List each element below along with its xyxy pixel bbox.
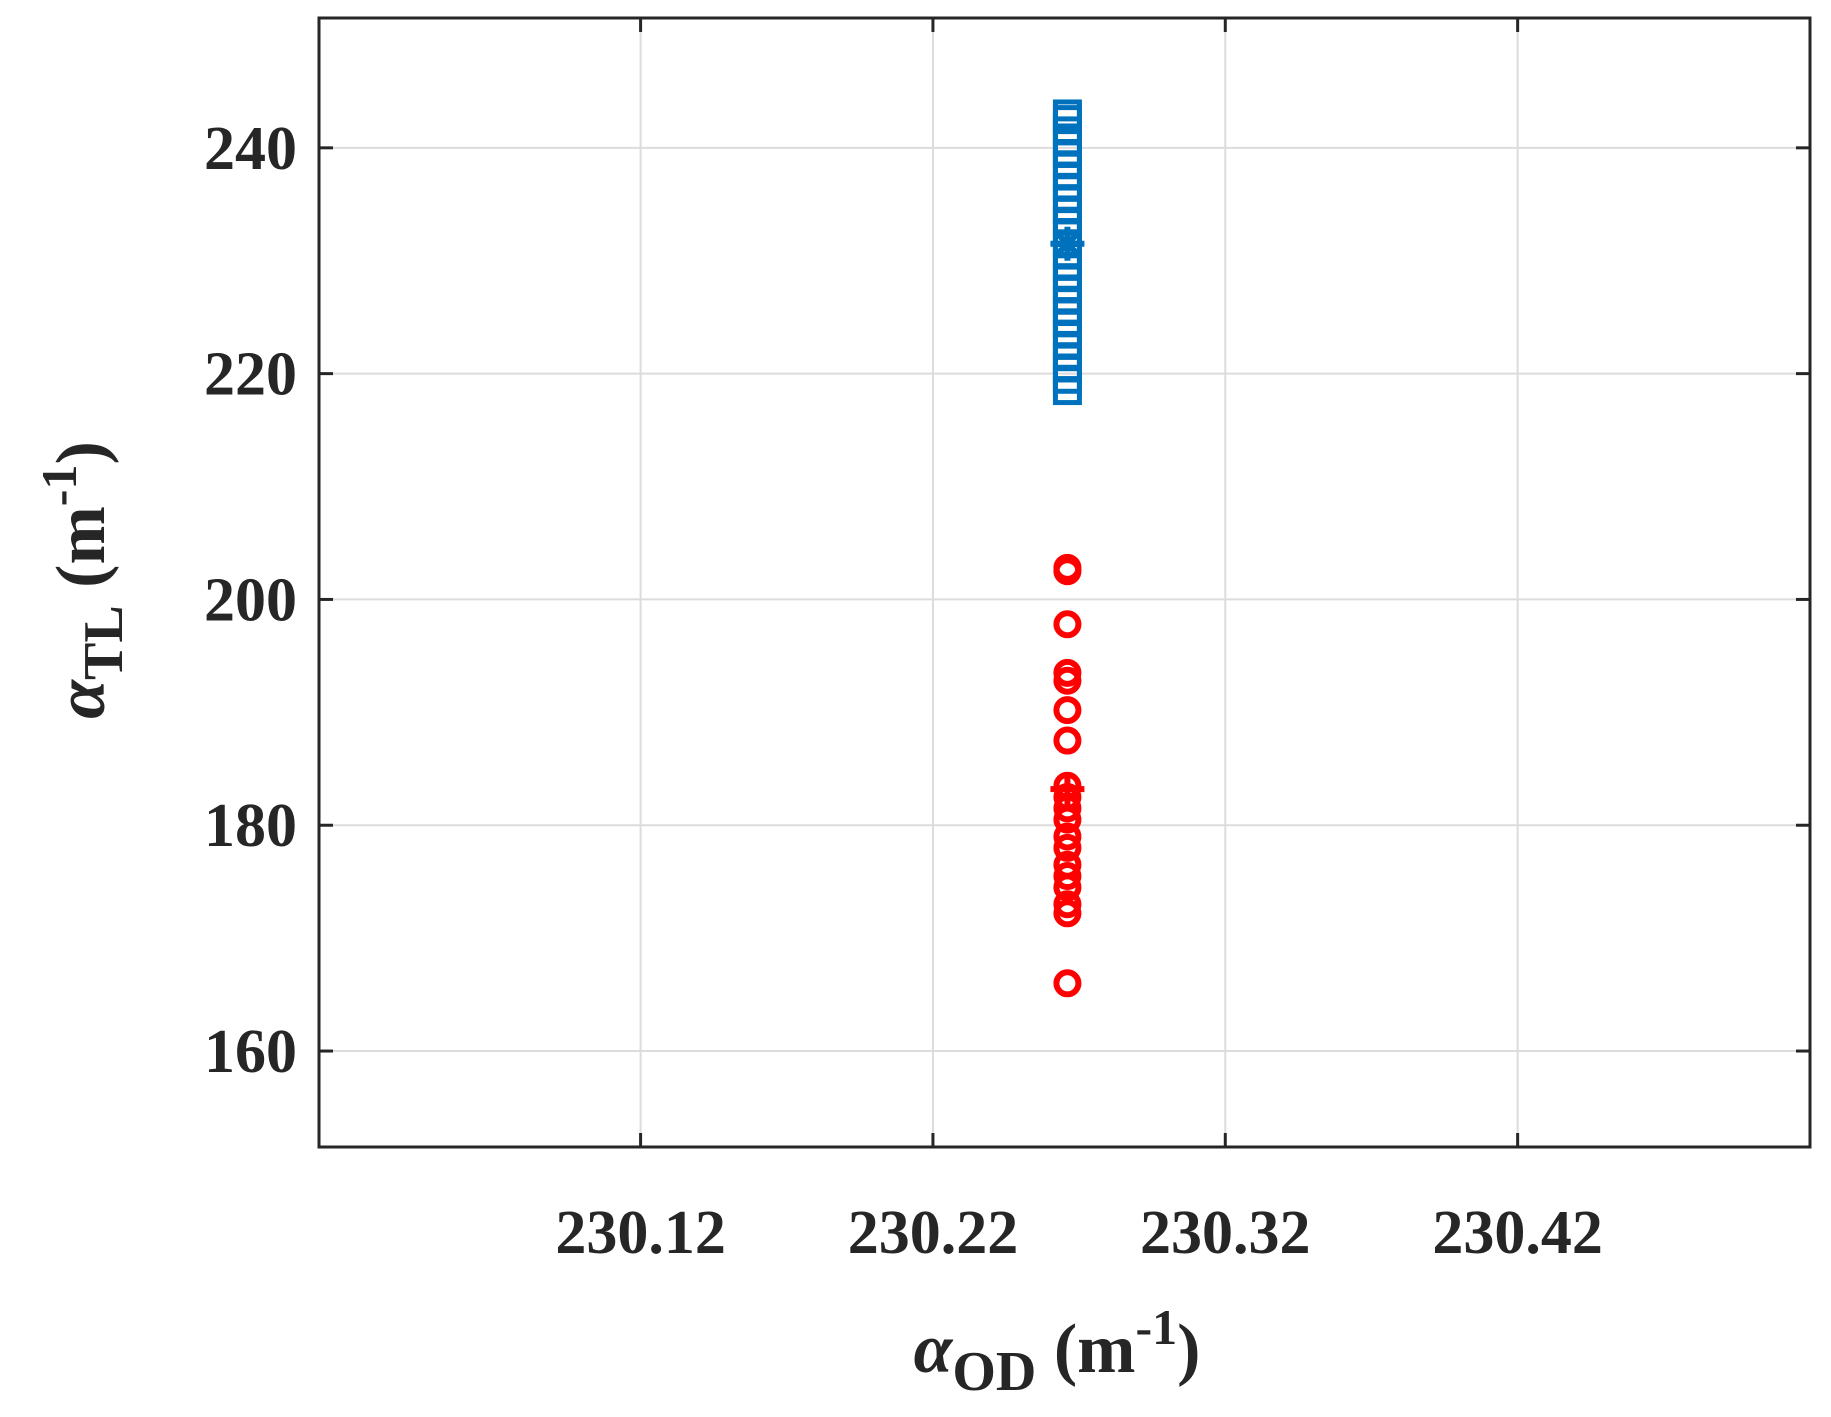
y-tick-label: 220 — [204, 341, 297, 409]
circle-marker — [1053, 969, 1082, 998]
circle-marker — [1053, 899, 1082, 928]
circle-marker — [1053, 822, 1082, 851]
square-marker — [1052, 99, 1082, 129]
circle-marker — [1053, 553, 1082, 582]
circle-marker — [1053, 862, 1082, 891]
y-tick-label: 200 — [204, 566, 297, 634]
x-tick-label: 230.32 — [1140, 1199, 1311, 1267]
circle-marker — [1053, 610, 1082, 639]
x-axis-title: αOD (m-1) — [914, 1299, 1201, 1403]
axis-ticks: 230.12 230.22 230.32 230.42 160 180 200 220 240 — [204, 18, 1810, 1267]
circle-marker — [1053, 833, 1082, 862]
asterisk-mean-marker — [1050, 226, 1085, 261]
x-tick-label: 230.42 — [1432, 1199, 1603, 1267]
circle-marker — [1053, 726, 1082, 755]
circle-marker — [1053, 850, 1082, 879]
plot-area-frame — [317, 16, 1812, 1149]
y-tick-label: 240 — [204, 115, 297, 183]
y-axis-title: αTL (m-1) — [31, 441, 135, 719]
circle-marker — [1053, 658, 1082, 687]
data-points — [1050, 99, 1085, 998]
x-tick-label: 230.12 — [555, 1199, 726, 1267]
circle-marker — [1053, 890, 1082, 919]
x-tick-label: 230.22 — [848, 1199, 1019, 1267]
y-tick-label: 160 — [204, 1018, 297, 1086]
circle-marker — [1053, 696, 1082, 725]
y-tick-label: 180 — [204, 792, 297, 860]
plus-mean-marker — [1050, 772, 1085, 807]
